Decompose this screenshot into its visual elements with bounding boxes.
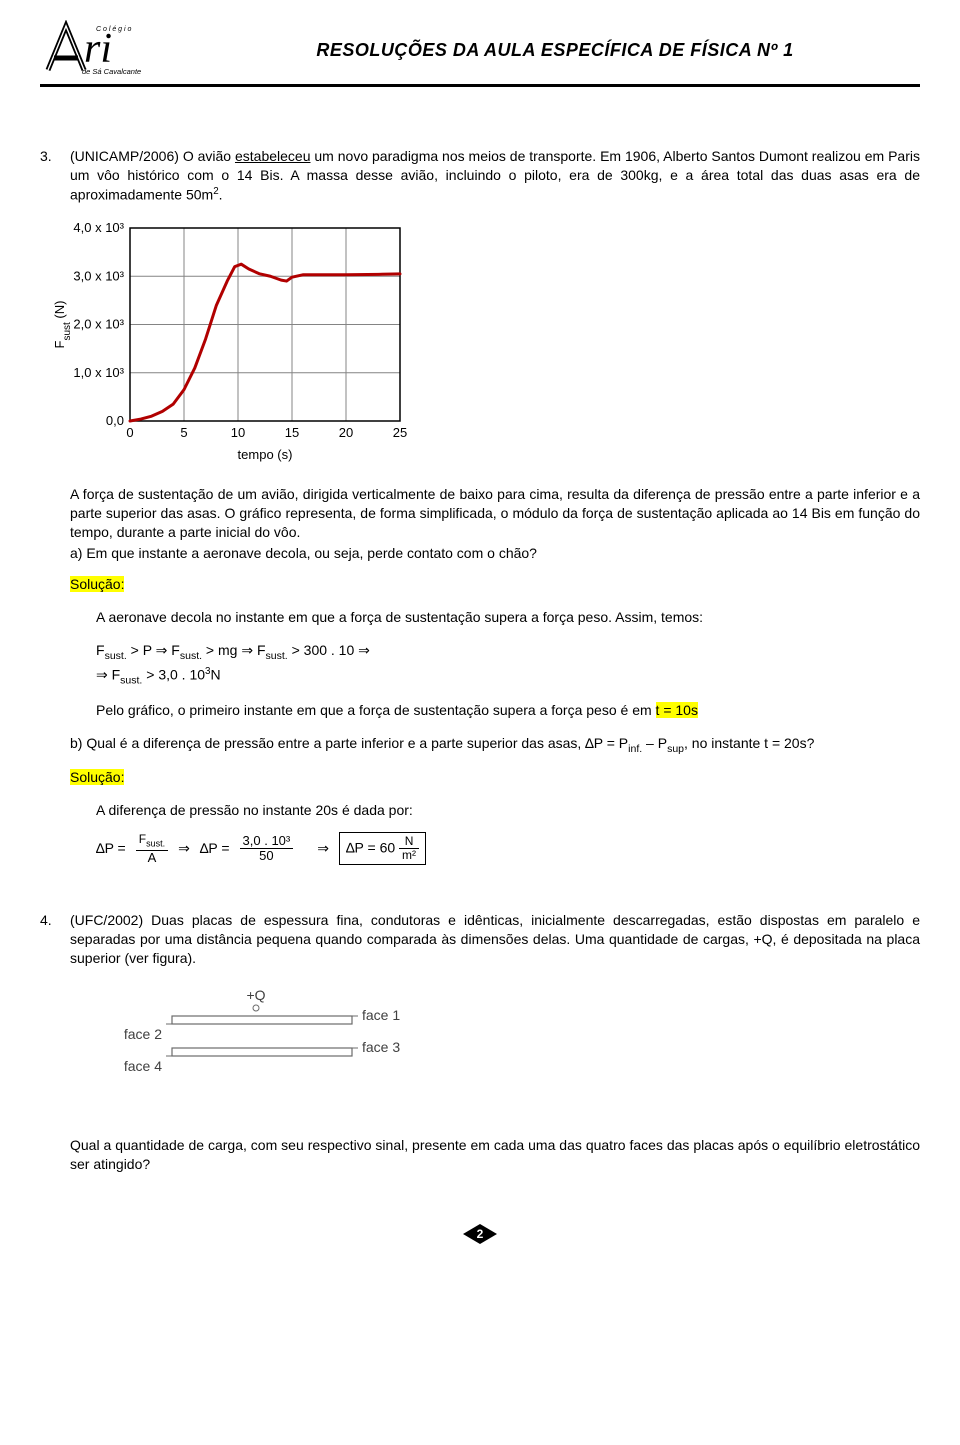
svg-text:0: 0	[126, 425, 133, 440]
q4-text: (UFC/2002) Duas placas de espessura fina…	[70, 911, 920, 968]
q4-number: 4.	[40, 911, 70, 930]
svg-text:tempo (s): tempo (s)	[238, 447, 293, 462]
q3a-ans-line4: Pelo gráfico, o primeiro instante em que…	[96, 701, 920, 720]
q3b-equation: ∆P = Fsust. A ⇒ ∆P = 3,0 . 10³ 50 ⇒ ∆P =…	[96, 832, 920, 865]
page-number: 2	[463, 1224, 497, 1248]
q3-number: 3.	[40, 147, 70, 166]
svg-text:2: 2	[477, 1227, 484, 1241]
question-4: 4. (UFC/2002) Duas placas de espessura f…	[40, 911, 920, 968]
svg-text:face 4: face 4	[124, 1058, 162, 1074]
fsust-chart: 0 5 10 15 20 25 0,0 1,0 x 10³ 2,0 x 10³ 3,0 x 10³…	[50, 218, 920, 463]
solution-label-b: Solução:	[70, 769, 124, 785]
question-3: 3. (UNICAMP/2006) O avião estabeleceu um…	[40, 147, 920, 204]
logo-main-text: ri	[84, 26, 112, 72]
logo-bottom-text: de Sá Cavalcante	[82, 67, 141, 76]
q4-question2: Qual a quantidade de carga, com seu resp…	[70, 1136, 920, 1174]
q3-a-question: a) Em que instante a aeronave decola, ou…	[70, 544, 920, 563]
q3-b-question: b) Qual é a diferença de pressão entre a…	[70, 734, 920, 756]
q3-para2: A força de sustentação de um avião, diri…	[70, 485, 920, 542]
svg-text:5: 5	[180, 425, 187, 440]
q3b-ans-line1: A diferença de pressão no instante 20s é…	[96, 801, 920, 820]
q3-dot: .	[219, 186, 223, 202]
svg-text:0,0: 0,0	[106, 413, 124, 428]
q3-text-a: (UNICAMP/2006) O avião	[70, 148, 235, 164]
svg-text:10: 10	[231, 425, 245, 440]
svg-text:1,0 x 10³: 1,0 x 10³	[73, 365, 124, 380]
q3-underlined: estabeleceu	[235, 148, 311, 164]
svg-text:face 3: face 3	[362, 1039, 400, 1055]
svg-text:face 2: face 2	[124, 1026, 162, 1042]
svg-text:3,0 x 10³: 3,0 x 10³	[73, 269, 124, 284]
svg-text:2,0 x 10³: 2,0 x 10³	[73, 317, 124, 332]
q3a-ans-line1: A aeronave decola no instante em que a f…	[96, 608, 920, 627]
svg-text:15: 15	[285, 425, 299, 440]
svg-text:4,0 x 10³: 4,0 x 10³	[73, 220, 124, 235]
svg-text:+Q: +Q	[246, 987, 265, 1003]
boxed-result: ∆P = 60 N m²	[339, 832, 426, 865]
svg-text:face 1: face 1	[362, 1007, 400, 1023]
plates-figure: +Q face 1 face 2 face 3 face 4	[110, 986, 920, 1096]
page-header: C o l é g i o ri de Sá Cavalcante RESOLU…	[40, 20, 920, 87]
solution-label: Solução:	[70, 576, 124, 592]
q3a-ans-line2: Fsust. > P ⇒ Fsust. > mg ⇒ Fsust. > 300 …	[96, 641, 920, 663]
school-logo: C o l é g i o ri de Sá Cavalcante	[40, 20, 170, 80]
q3a-ans-line3: ⇒ Fsust. > 3,0 . 103N	[96, 665, 920, 688]
svg-text:20: 20	[339, 425, 353, 440]
page-title: RESOLUÇÕES DA AULA ESPECÍFICA DE FÍSICA …	[190, 40, 920, 61]
svg-text:25: 25	[393, 425, 407, 440]
